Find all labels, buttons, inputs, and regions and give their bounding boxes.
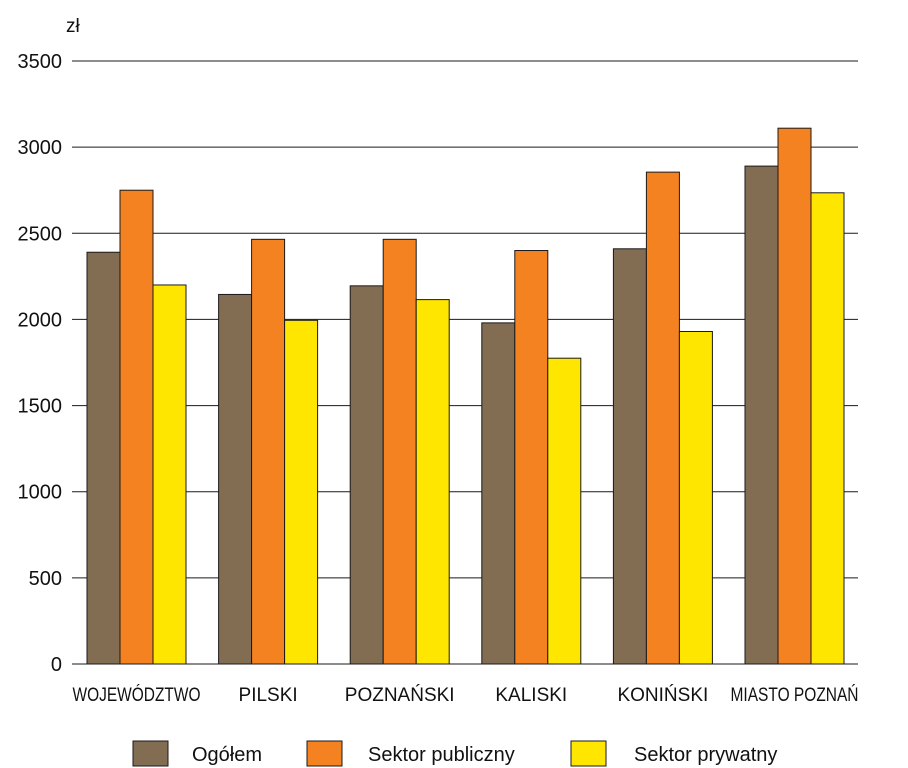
bar-ogółem [612, 248, 647, 665]
bar-sektor-prywatny [547, 357, 582, 665]
x-category-label: KONIŃSKI [617, 685, 708, 706]
bar-sektor-prywatny [810, 192, 845, 665]
bar-ogółem [86, 251, 121, 665]
x-axis-category-labels: WOJEWÓDZTWO PILSKI POZNAŃSKI KALISKI KONIŃSK… [73, 684, 859, 706]
x-category-label: WOJEWÓDZTWO [73, 684, 201, 706]
y-tick-label: 1000 [18, 482, 63, 504]
bar-sektor-publiczny [382, 238, 417, 665]
bar-sektor-prywatny [415, 299, 450, 665]
bar-sektor-publiczny [777, 127, 812, 665]
x-category-label: MIASTO POZNAŃ [731, 685, 859, 706]
bar-ogółem [218, 293, 253, 665]
bar-ogółem [349, 285, 384, 665]
y-tick-label: 0 [51, 654, 62, 676]
y-tick-label: 1500 [18, 396, 63, 418]
legend-label: Sektor prywatny [634, 744, 777, 766]
y-axis-unit-label: zł [66, 16, 81, 37]
bar-ogółem [481, 322, 516, 665]
y-tick-label: 2500 [18, 223, 63, 245]
bar-sektor-prywatny [678, 330, 713, 665]
y-tick-label: 3000 [18, 137, 63, 159]
legend-label: Ogółem [192, 744, 262, 766]
bar-sektor-prywatny [284, 319, 319, 665]
legend-swatch [306, 740, 343, 767]
y-tick-label: 500 [29, 568, 62, 590]
bar-ogółem [744, 165, 779, 665]
bar-sektor-prywatny [152, 284, 187, 665]
x-category-label: POZNAŃSKI [345, 685, 455, 706]
legend-swatch [132, 740, 169, 767]
bar-sektor-publiczny [251, 238, 286, 665]
y-tick-label: 2000 [18, 309, 63, 331]
bar-sektor-publiczny [119, 189, 154, 665]
legend: Ogółem Sektor publiczny Sektor prywatny [132, 740, 777, 767]
legend-label: Sektor publiczny [368, 744, 515, 766]
y-axis-ticks: 0 500 1000 1500 2000 2500 3000 3500 [18, 51, 63, 676]
bars [86, 127, 845, 665]
x-category-label: PILSKI [239, 685, 298, 706]
y-tick-label: 3500 [18, 51, 63, 73]
x-category-label: KALISKI [495, 685, 567, 706]
bar-sektor-publiczny [514, 250, 549, 665]
legend-swatch [570, 740, 607, 767]
bar-sektor-publiczny [645, 171, 680, 665]
grid-lines [72, 60, 858, 665]
